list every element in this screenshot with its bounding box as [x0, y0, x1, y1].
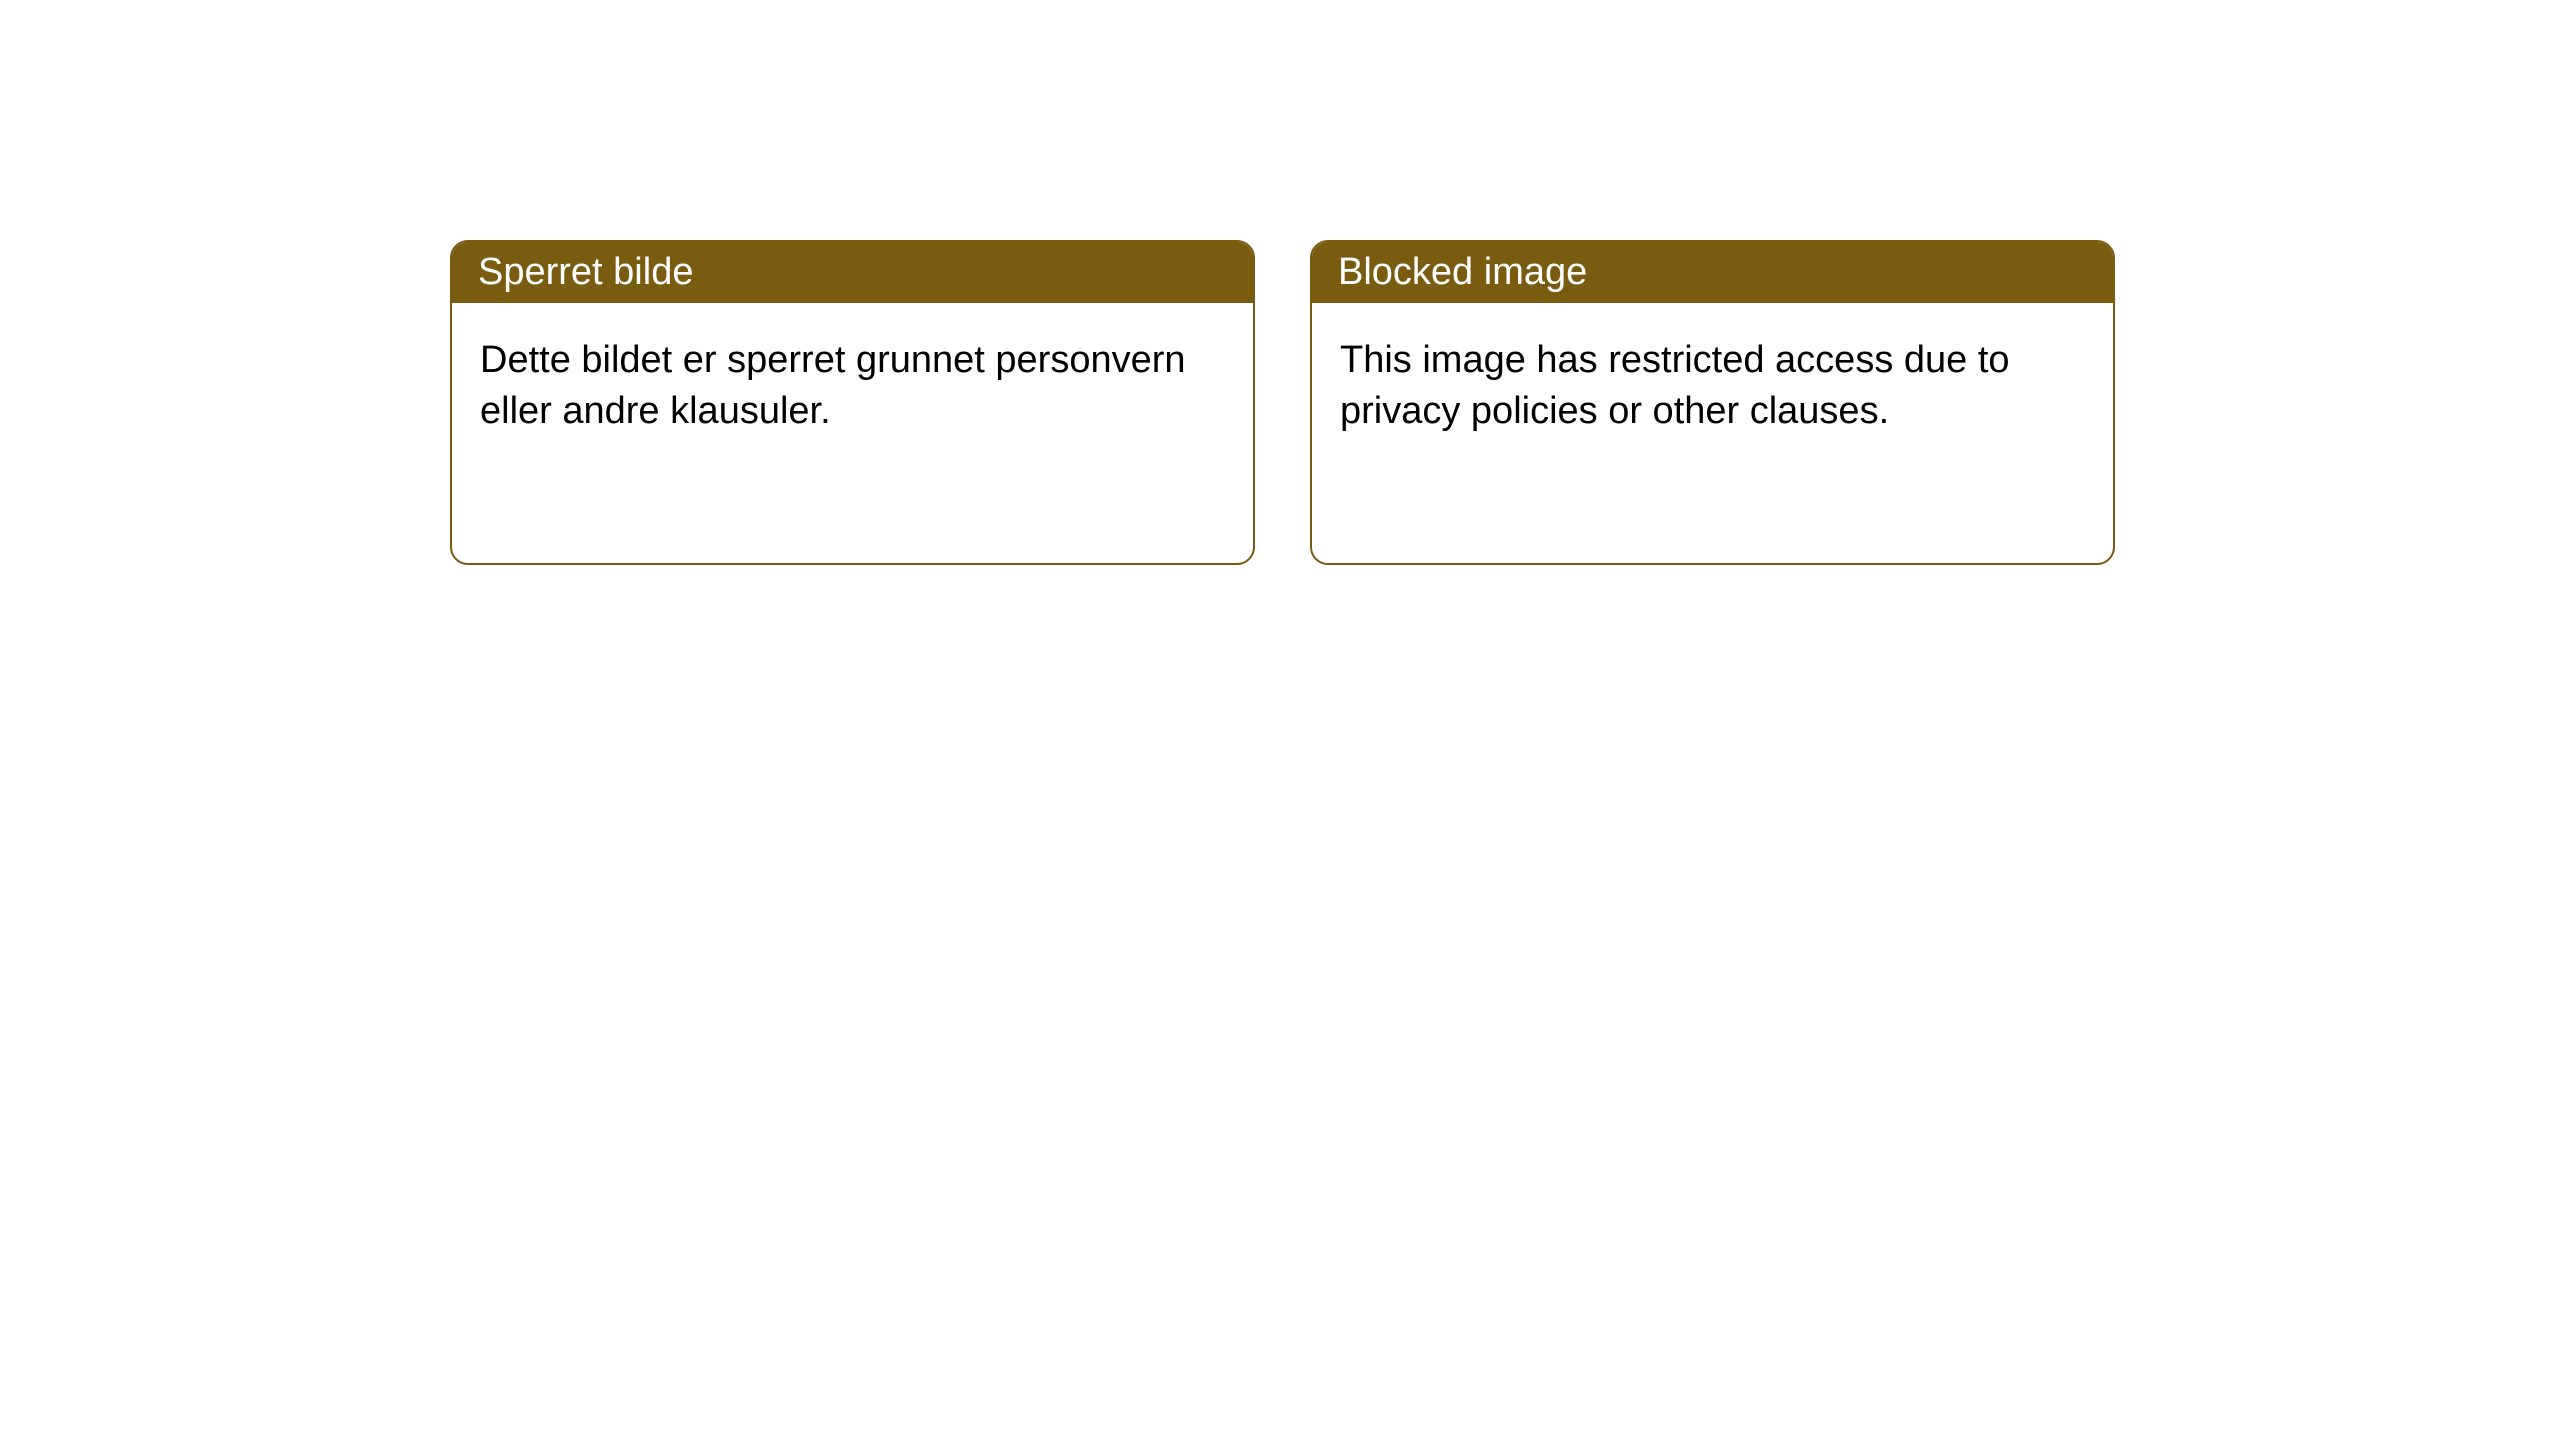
- card-header: Sperret bilde: [452, 242, 1253, 303]
- notice-card-english: Blocked image This image has restricted …: [1310, 240, 2115, 565]
- card-body: This image has restricted access due to …: [1312, 303, 2113, 563]
- card-header-text: Blocked image: [1338, 251, 1587, 293]
- notice-cards-container: Sperret bilde Dette bildet er sperret gr…: [0, 0, 2560, 565]
- card-body: Dette bildet er sperret grunnet personve…: [452, 303, 1253, 563]
- card-header-text: Sperret bilde: [478, 251, 693, 293]
- card-header: Blocked image: [1312, 242, 2113, 303]
- notice-card-norwegian: Sperret bilde Dette bildet er sperret gr…: [450, 240, 1255, 565]
- card-body-text: Dette bildet er sperret grunnet personve…: [480, 339, 1186, 432]
- card-body-text: This image has restricted access due to …: [1340, 339, 2010, 432]
